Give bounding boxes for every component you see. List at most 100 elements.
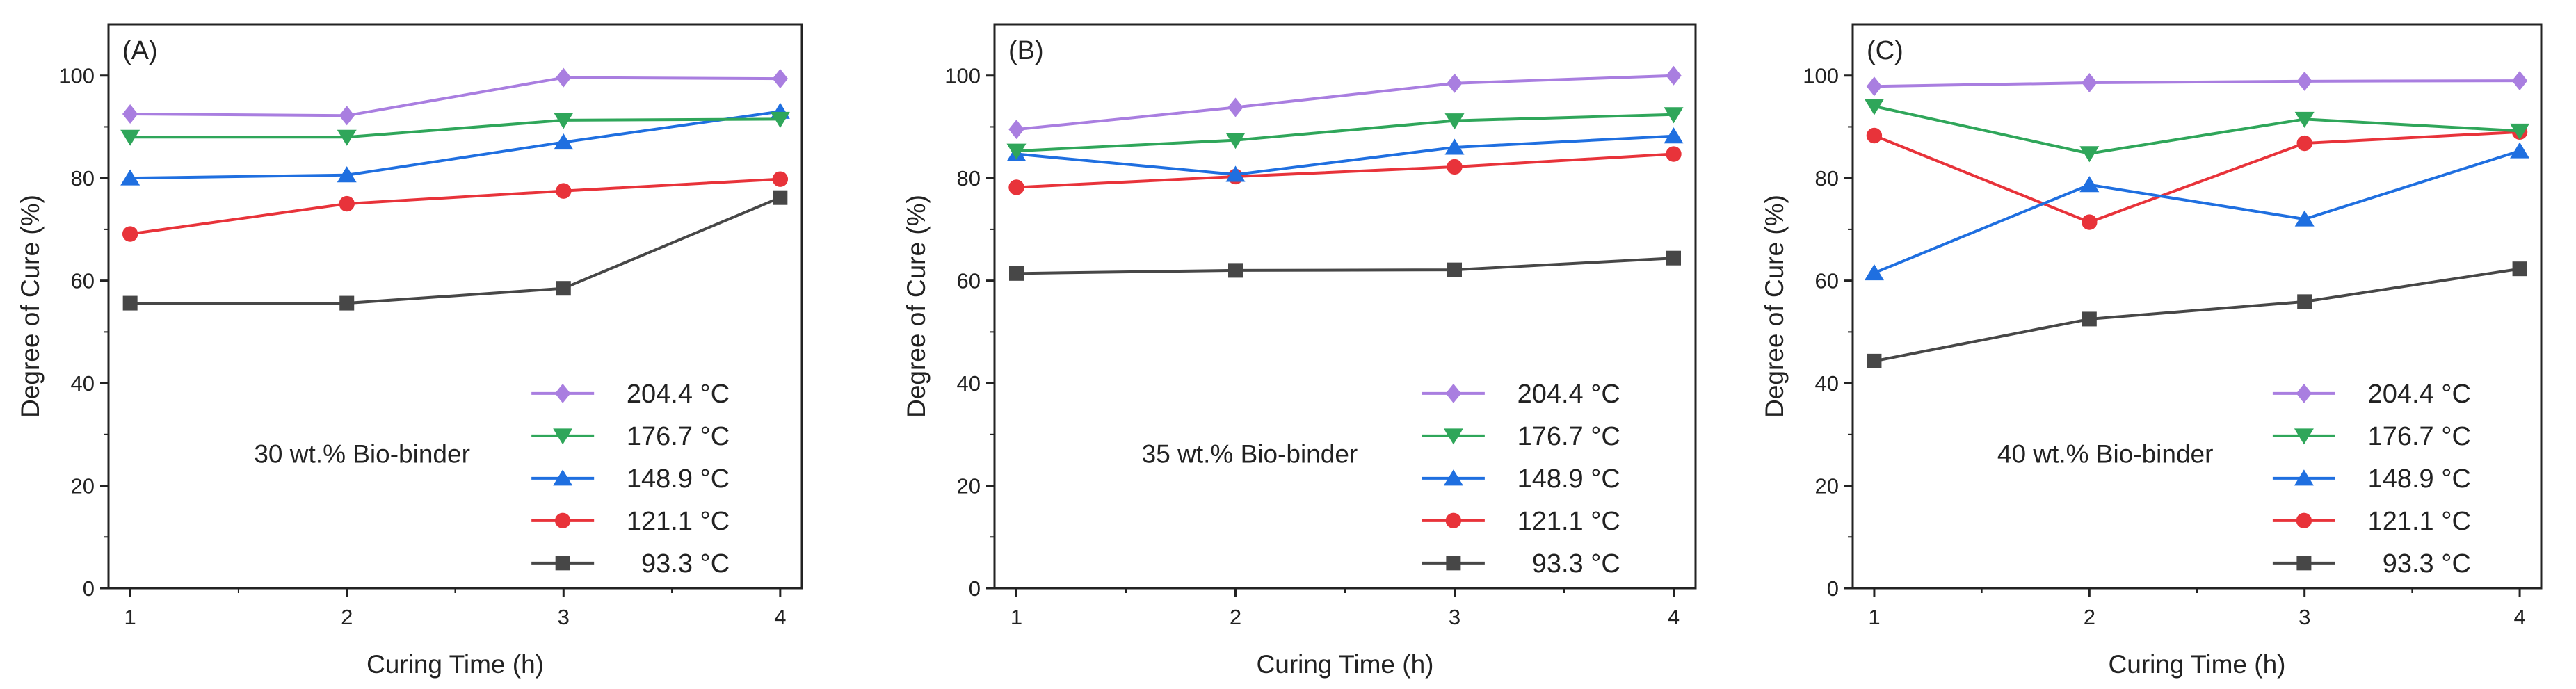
data-point [1227,97,1243,117]
y-tick-label: 80 [957,166,981,191]
x-axis-title: Curing Time (h) [367,650,544,679]
data-point [1666,65,1682,86]
chart-panel-3: 0 20 40 60 80 100 1 2 3 4 Curing Time (h) Degree of… [1760,23,2543,679]
series-line [1874,79,2520,88]
y-tick-label: 0 [83,576,95,601]
data-point [556,183,572,199]
data-point [122,295,138,311]
legend-marker-diamond-icon [2296,383,2312,403]
data-point [772,171,789,187]
legend-item: 204.4 °C [2272,380,2471,409]
series-93.3C [1867,261,2527,368]
legend-marker-triangle-up-icon [553,469,573,486]
data-point [1009,266,1024,281]
x-tick-label: 3 [558,605,570,629]
data-point [2079,146,2100,163]
data-point [120,169,140,186]
legend-item: 93.3 °C [531,549,730,578]
x-tick-label: 1 [1011,605,1022,629]
data-point [339,106,355,126]
data-point [1864,99,1884,115]
legend: 204.4 °C 176.7 °C 148.9 °C 121.1 °C 93.3 °C [2272,380,2471,578]
series-204.4C [1008,65,1682,140]
data-point [2296,71,2312,91]
data-point [1228,263,1243,278]
data-point [1225,133,1246,149]
data-point [2510,123,2530,140]
data-point [337,166,357,183]
legend-marker-triangle-up-icon [1443,469,1463,486]
series-121.1C [122,171,789,242]
y-tick-label: 0 [1827,576,1839,601]
legend-marker-circle-icon [2296,512,2312,529]
x-axis-title: Curing Time (h) [2109,650,2286,679]
y-tick-label: 100 [1803,64,1839,88]
data-point [1444,138,1465,155]
legend-item: 204.4 °C [1422,380,1620,409]
legend-marker-square-icon [1446,556,1461,571]
data-point [556,67,572,88]
data-point [1866,127,1883,144]
legend-marker-diamond-icon [554,383,571,403]
y-axis-title: Degree of Cure (%) [16,195,45,418]
data-point [554,113,574,129]
series-204.4C [1866,71,2528,97]
legend-marker-triangle-down-icon [1443,428,1463,445]
data-point [1664,107,1684,124]
series-line [1016,257,1674,275]
legend-item: 148.9 °C [531,464,730,494]
legend-item: 148.9 °C [1422,464,1620,494]
data-point [337,129,357,146]
legend-label: 176.7 °C [627,422,730,451]
series-line [130,76,780,117]
series-148.9C [1006,127,1684,182]
y-tick-label: 100 [58,64,95,88]
legend-label: 148.9 °C [2368,464,2471,494]
y-tick-label: 60 [71,269,95,293]
series-204.4C [122,67,789,126]
y-tick-label: 100 [944,64,981,88]
series-line [1016,152,1674,189]
data-point [122,226,138,242]
x-tick-label: 4 [1668,605,1680,629]
legend-item: 121.1 °C [2272,507,2471,536]
data-point [1447,159,1463,175]
legend-label: 121.1 °C [627,507,730,536]
data-point [2296,135,2312,152]
legend-item: 176.7 °C [1422,422,1620,451]
series-148.9C [1864,142,2530,281]
y-tick-label: 0 [969,576,981,601]
plot-frame [107,23,803,590]
data-point [1864,264,1884,281]
legend-label: 121.1 °C [1518,507,1620,536]
legend-marker-circle-icon [554,512,571,529]
legend-item: 176.7 °C [531,422,730,451]
series-line [129,177,780,236]
data-point [2511,71,2528,91]
y-tick-label: 40 [71,371,95,396]
data-point [1444,113,1465,130]
y-axis-title: Degree of Cure (%) [1760,195,1789,418]
y-tick-label: 80 [1815,166,1839,191]
y-tick-label: 60 [1815,269,1839,293]
x-tick-label: 2 [1230,605,1241,629]
data-point [120,129,140,146]
data-point [773,190,788,205]
annotation-text: 40 wt.% Bio-binder [1997,439,2214,468]
data-point [2082,311,2097,327]
legend-item: 121.1 °C [1422,507,1620,536]
data-point [554,133,574,150]
legend-label: 93.3 °C [2383,549,2471,578]
plot-frame [1851,23,2543,590]
series-93.3C [1009,250,1681,281]
x-tick-label: 4 [2513,605,2525,629]
chart-panel-1: 0 20 40 60 80 100 1 2 3 4 Curing Time (h) Degree of… [16,23,803,679]
legend-label: 204.4 °C [2368,380,2471,409]
data-point [2079,176,2100,193]
series-line [130,117,780,139]
data-point [1008,120,1024,140]
data-point [1225,165,1246,182]
y-tick-label: 40 [957,371,981,396]
plot-frame [993,23,1697,590]
